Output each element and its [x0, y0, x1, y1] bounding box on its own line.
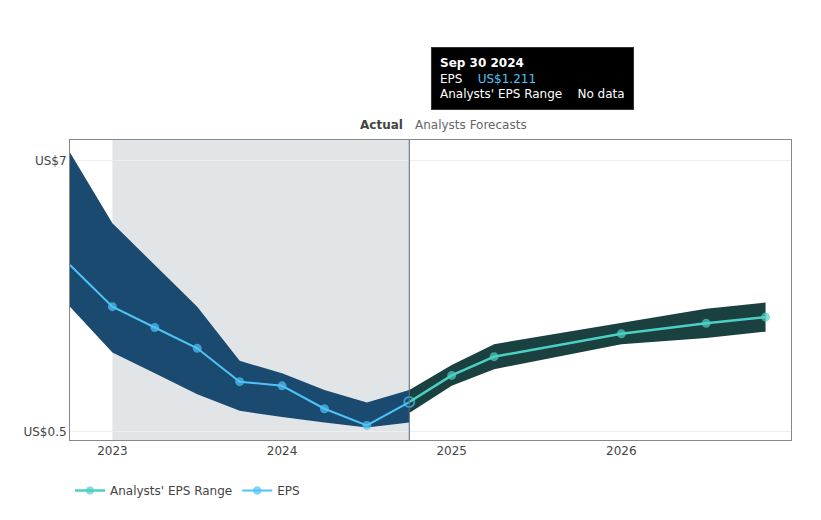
- svg-text:Sep 30 2024EPS US$1.211Anal: Sep 30 2024EPS US$1.211Analysts' EPS Ran…: [440, 56, 625, 101]
- svg-text:EPS: EPS: [277, 484, 299, 498]
- svg-text:2023: 2023: [97, 444, 128, 458]
- svg-text:Analysts Forecasts: Analysts Forecasts: [415, 118, 527, 132]
- svg-text:US$7: US$7: [35, 154, 67, 168]
- svg-text:Actual: Actual: [360, 118, 403, 132]
- svg-text:2026: 2026: [606, 444, 637, 458]
- svg-text:2024: 2024: [267, 444, 298, 458]
- svg-text:2025: 2025: [436, 444, 467, 458]
- svg-text:Analysts' EPS Range: Analysts' EPS Range: [110, 484, 232, 498]
- svg-text:US$0.5: US$0.5: [23, 425, 66, 439]
